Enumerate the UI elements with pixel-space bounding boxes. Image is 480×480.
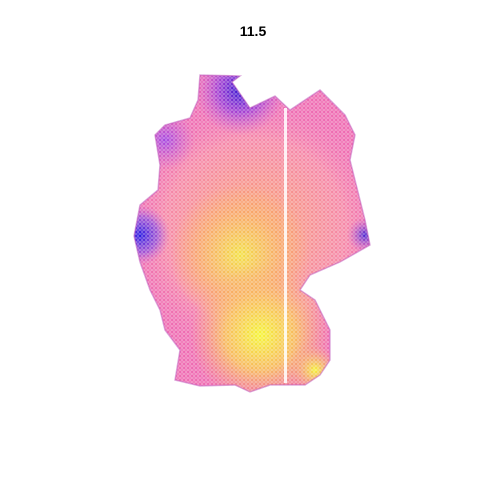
border — [133, 74, 371, 393]
map-title: 11.5 — [240, 23, 267, 39]
germany-field — [134, 75, 370, 392]
